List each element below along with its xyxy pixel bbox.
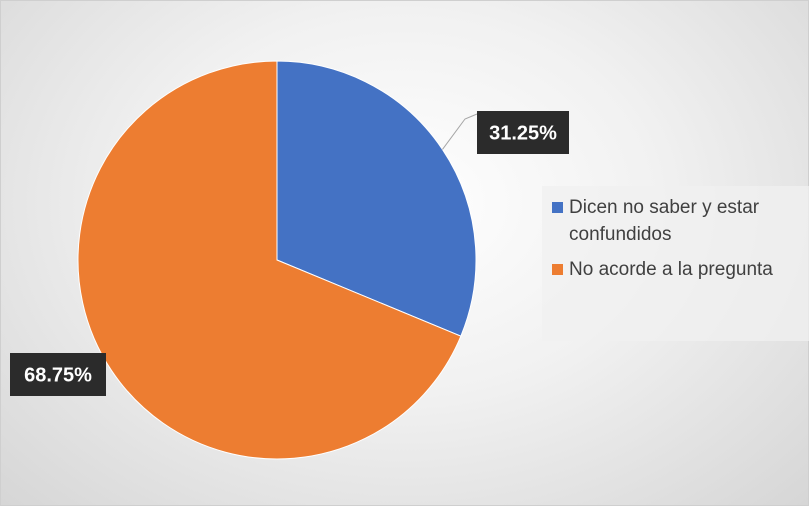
chart-legend: Dicen no saber y estar confundidos No ac… — [542, 186, 809, 341]
legend-label-no-acorde: No acorde a la pregunta — [569, 259, 773, 280]
pie-slice-confundidos — [276, 60, 477, 337]
legend-swatch-no-acorde — [552, 264, 563, 275]
legend-item-confundidos: Dicen no saber y estar confundidos — [542, 194, 809, 248]
legend-label-confundidos: Dicen no saber y estar confundidos — [569, 197, 760, 245]
data-label-no-acorde: 68.75% — [10, 353, 106, 396]
pie-slice-no-acorde — [77, 60, 462, 460]
svg-text:68.75%: 68.75% — [24, 365, 92, 387]
data-label-confundidos: 31.25% — [477, 111, 569, 154]
leader-line-confundidos — [442, 113, 478, 150]
legend-swatch-confundidos — [552, 202, 563, 213]
svg-text:31.25%: 31.25% — [489, 123, 557, 145]
legend-item-no-acorde: No acorde a la pregunta — [542, 256, 809, 283]
